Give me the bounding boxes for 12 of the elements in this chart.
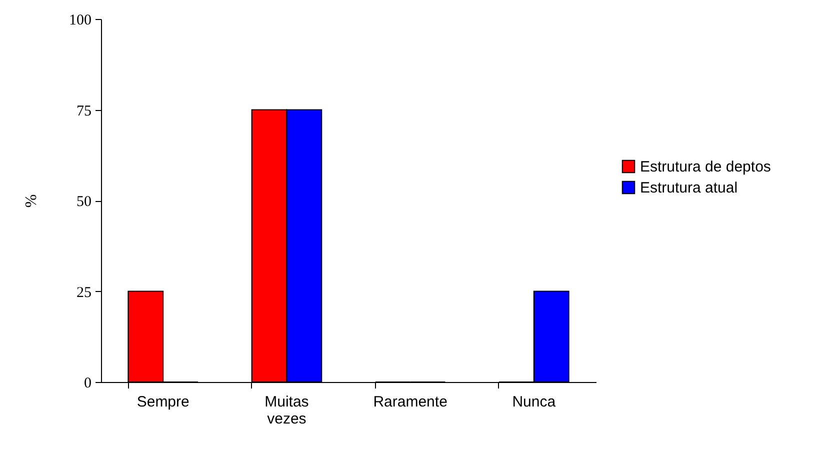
y-tick-label: 50 (76, 194, 92, 210)
y-tick-label: 100 (69, 12, 92, 28)
legend-label: Estrutura de deptos (640, 158, 771, 176)
y-axis-title: % (23, 194, 40, 208)
y-tick-label: 75 (76, 103, 92, 120)
x-tick-label: Sempre (136, 394, 190, 410)
x-tick-label: Muitas vezes (264, 394, 309, 428)
x-tick-label: Nunca (512, 394, 556, 410)
legend-label: Estrutura atual (640, 180, 738, 196)
x-tick-label: Raramente (373, 394, 448, 410)
y-tick-label: 25 (76, 284, 92, 301)
y-tick-label: 0 (84, 376, 92, 392)
